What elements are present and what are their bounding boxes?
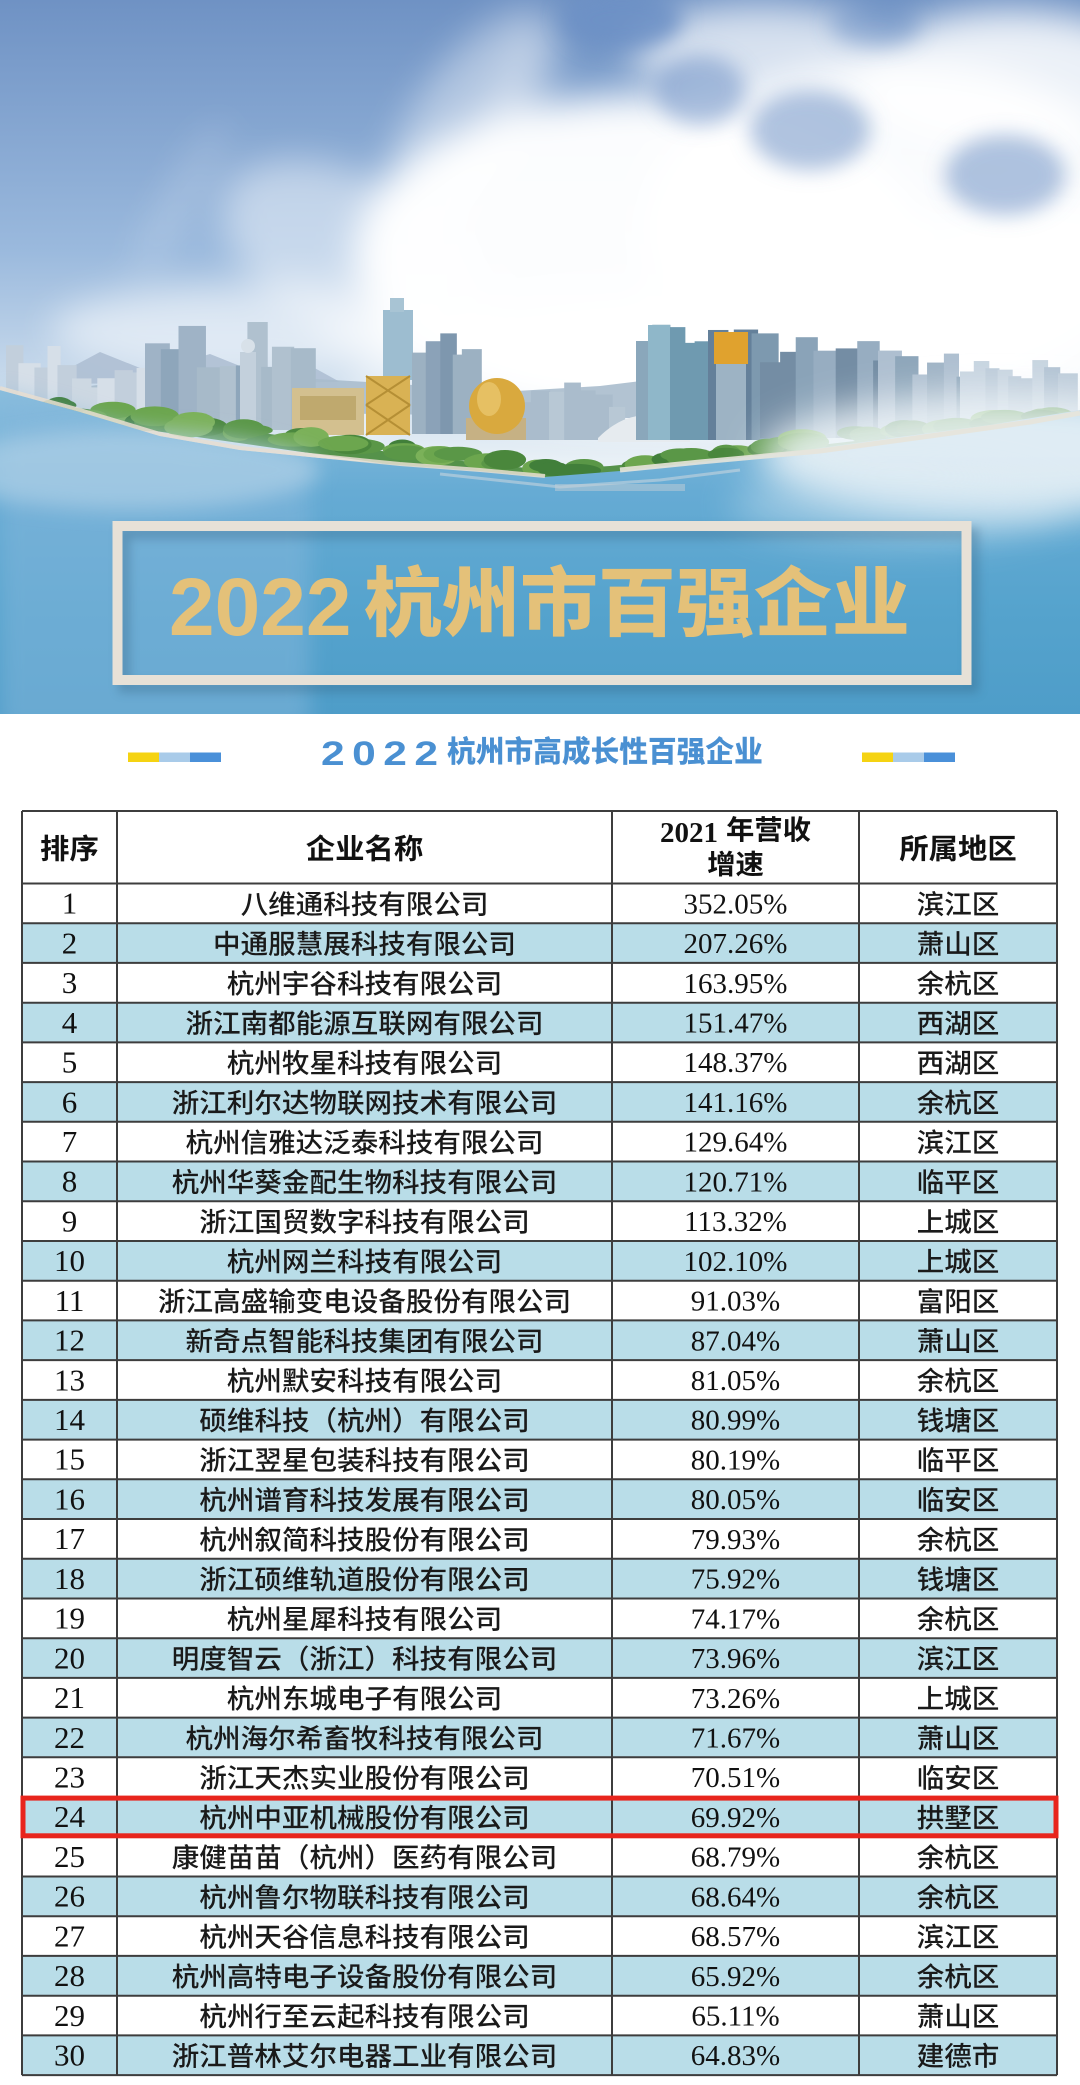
svg-text:10: 10 bbox=[54, 1243, 85, 1278]
svg-text:151.47%: 151.47% bbox=[684, 1008, 788, 1040]
svg-text:15: 15 bbox=[54, 1442, 85, 1477]
svg-text:65.92%: 65.92% bbox=[691, 1961, 780, 1993]
svg-text:27: 27 bbox=[54, 1918, 85, 1953]
svg-text:87.04%: 87.04% bbox=[691, 1325, 780, 1357]
svg-text:5: 5 bbox=[62, 1045, 78, 1080]
svg-text:21: 21 bbox=[54, 1680, 85, 1715]
svg-text:113.32%: 113.32% bbox=[684, 1206, 787, 1238]
svg-text:68.64%: 68.64% bbox=[691, 1881, 780, 1913]
svg-text:13: 13 bbox=[54, 1362, 85, 1397]
svg-text:6: 6 bbox=[62, 1084, 78, 1119]
svg-text:3: 3 bbox=[62, 965, 78, 1000]
svg-text:79.93%: 79.93% bbox=[691, 1524, 780, 1556]
svg-text:80.05%: 80.05% bbox=[691, 1484, 780, 1516]
svg-text:129.64%: 129.64% bbox=[684, 1127, 788, 1159]
svg-text:14: 14 bbox=[54, 1402, 86, 1437]
svg-text:2: 2 bbox=[62, 925, 78, 960]
svg-text:75.92%: 75.92% bbox=[691, 1564, 780, 1596]
svg-text:28: 28 bbox=[54, 1958, 85, 1993]
svg-text:2021: 2021 bbox=[660, 817, 718, 849]
svg-text:20: 20 bbox=[54, 1640, 85, 1675]
svg-text:9: 9 bbox=[62, 1203, 78, 1238]
svg-text:73.96%: 73.96% bbox=[691, 1643, 780, 1675]
svg-text:91.03%: 91.03% bbox=[691, 1286, 780, 1318]
svg-text:25: 25 bbox=[54, 1839, 85, 1874]
svg-text:71.67%: 71.67% bbox=[691, 1723, 780, 1755]
svg-text:12: 12 bbox=[54, 1323, 85, 1358]
svg-text:18: 18 bbox=[54, 1561, 85, 1596]
svg-text:16: 16 bbox=[54, 1482, 85, 1517]
svg-text:74.17%: 74.17% bbox=[691, 1603, 780, 1635]
svg-text:141.16%: 141.16% bbox=[684, 1087, 788, 1119]
svg-text:80.19%: 80.19% bbox=[691, 1444, 780, 1476]
svg-text:26: 26 bbox=[54, 1879, 85, 1914]
svg-text:207.26%: 207.26% bbox=[684, 928, 788, 960]
svg-text:23: 23 bbox=[54, 1760, 85, 1795]
svg-text:163.95%: 163.95% bbox=[684, 968, 788, 1000]
svg-text:148.37%: 148.37% bbox=[684, 1047, 788, 1079]
svg-text:69.92%: 69.92% bbox=[691, 1802, 780, 1834]
svg-text:65.11%: 65.11% bbox=[691, 2001, 779, 2033]
svg-text:64.83%: 64.83% bbox=[691, 2040, 780, 2072]
svg-text:102.10%: 102.10% bbox=[684, 1246, 788, 1278]
svg-text:29: 29 bbox=[54, 1998, 85, 2033]
svg-text:19: 19 bbox=[54, 1601, 85, 1636]
svg-text:17: 17 bbox=[54, 1521, 85, 1556]
svg-text:68.57%: 68.57% bbox=[691, 1921, 780, 1953]
svg-text:68.79%: 68.79% bbox=[691, 1842, 780, 1874]
svg-text:73.26%: 73.26% bbox=[691, 1683, 780, 1715]
svg-text:70.51%: 70.51% bbox=[691, 1762, 780, 1794]
svg-text:8: 8 bbox=[62, 1164, 78, 1199]
svg-text:30: 30 bbox=[54, 2038, 85, 2073]
svg-text:120.71%: 120.71% bbox=[684, 1166, 788, 1198]
svg-text:352.05%: 352.05% bbox=[684, 888, 788, 920]
svg-text:1: 1 bbox=[62, 886, 78, 921]
svg-text:2022: 2022 bbox=[321, 735, 446, 773]
svg-text:22: 22 bbox=[54, 1720, 85, 1755]
svg-text:24: 24 bbox=[54, 1799, 86, 1834]
svg-text:11: 11 bbox=[55, 1283, 85, 1318]
svg-text:81.05%: 81.05% bbox=[691, 1365, 780, 1397]
svg-text:80.99%: 80.99% bbox=[691, 1405, 780, 1437]
svg-text:7: 7 bbox=[62, 1124, 78, 1159]
svg-text:2022: 2022 bbox=[169, 562, 351, 653]
svg-text:4: 4 bbox=[62, 1005, 78, 1040]
